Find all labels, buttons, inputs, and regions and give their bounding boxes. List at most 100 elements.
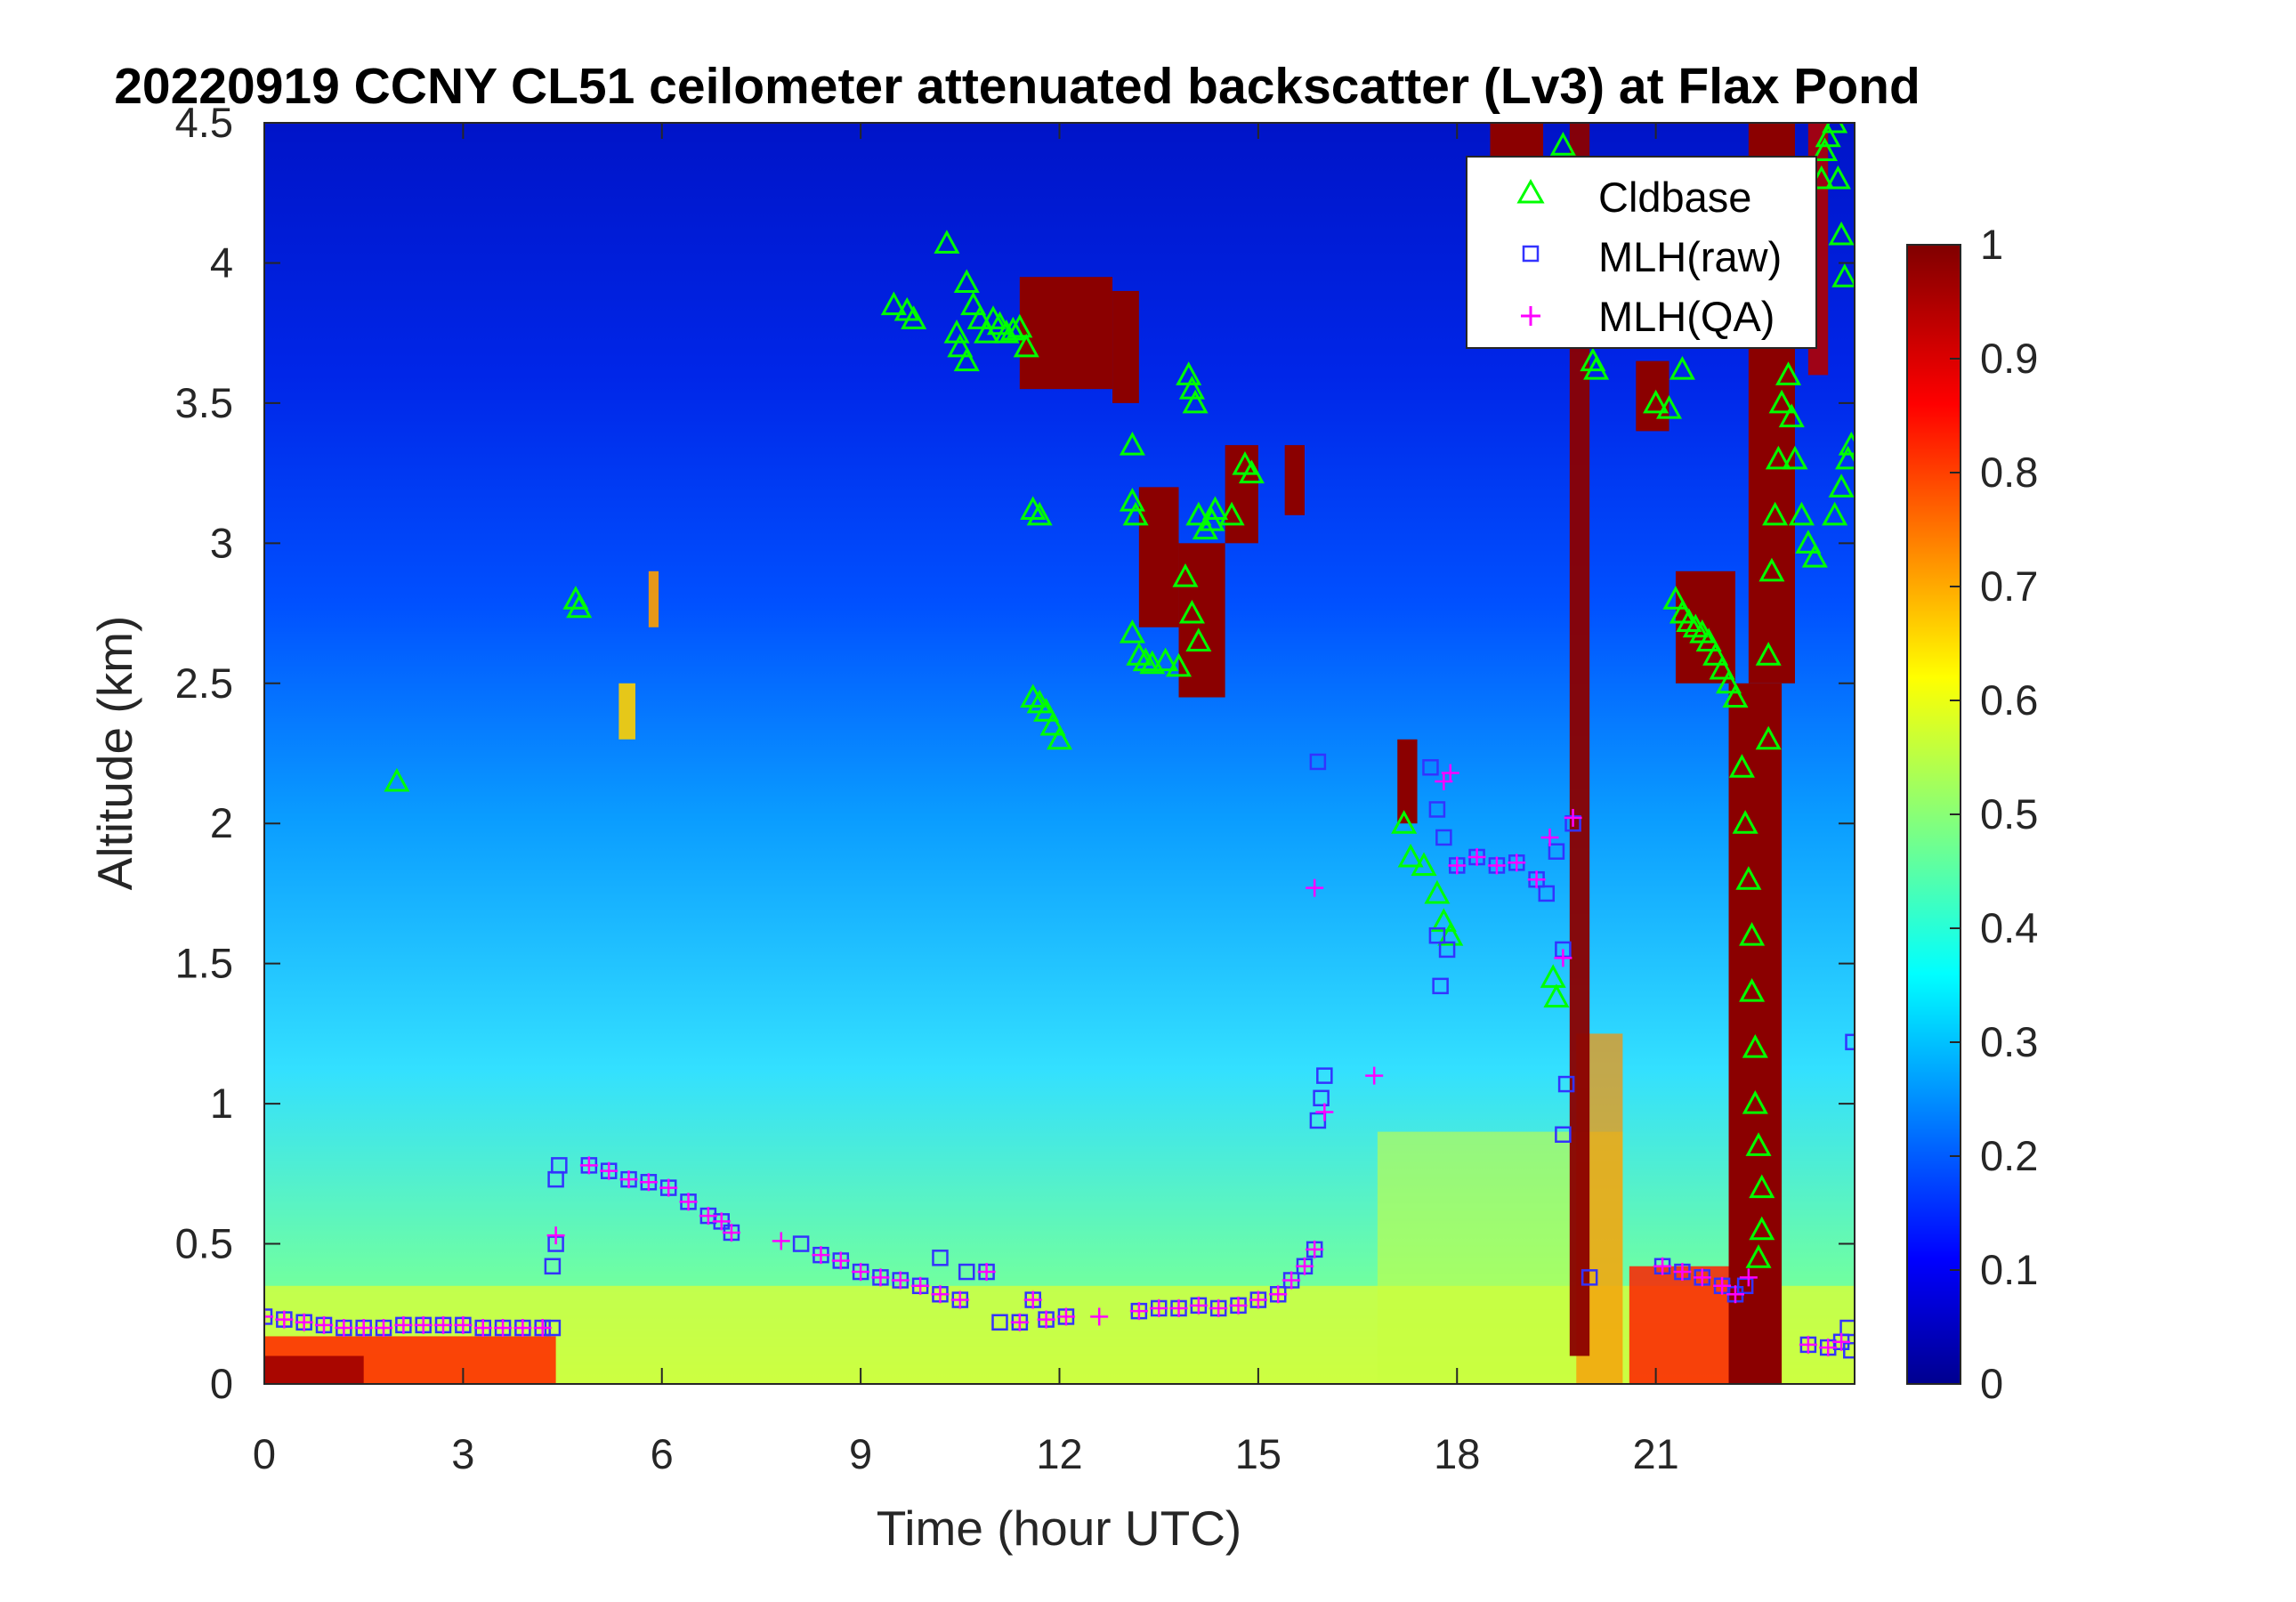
cldbase-marker [1778, 403, 1805, 428]
mlh-qa-marker [1209, 1299, 1228, 1317]
cldbase-marker [1835, 445, 1855, 470]
cldbase-marker [880, 291, 907, 316]
y-tick-label: 1 [210, 1080, 233, 1127]
cldbase-marker [1033, 698, 1060, 722]
mlh-qa-marker [659, 1178, 678, 1197]
mlh-qa-marker [1056, 1307, 1075, 1326]
colorbar-ticks: 0 0.1 0.2 0.3 0.4 0.5 0.6 0.7 0.8 0.9 1 [1950, 221, 2038, 1407]
cldbase-marker [1662, 586, 1689, 610]
x-tick-label: 9 [849, 1430, 872, 1477]
x-tick-label: 15 [1235, 1430, 1281, 1477]
mlh-raw-marker [1316, 1067, 1333, 1084]
mlh-qa-marker [1295, 1257, 1314, 1275]
cldbase-marker [1702, 642, 1729, 666]
mlh-qa-marker [1269, 1285, 1288, 1304]
y-tick-label: 2.5 [175, 659, 233, 707]
cldbase-marker [1185, 501, 1212, 526]
mlh-qa-marker [1564, 808, 1582, 827]
cldbase-marker [1122, 501, 1149, 526]
cldbase-marker [1758, 557, 1785, 582]
cldbase-marker [1762, 501, 1789, 526]
mlh-qa-marker [295, 1313, 313, 1331]
mlh-qa-marker [1819, 1339, 1838, 1357]
mlh-raw-marker [958, 1263, 975, 1281]
heatmap-features [264, 123, 1855, 1384]
legend: Cldbase MLH(raw) MLH(QA) [1466, 156, 1817, 349]
legend-label-mlh-raw: MLH(raw) [1598, 233, 1782, 280]
cldbase-marker [1768, 389, 1795, 414]
cldbase-marker [1801, 543, 1828, 568]
mlh-qa-marker [712, 1212, 731, 1231]
cldbase-marker [1739, 978, 1766, 1002]
x-tick-label: 0 [253, 1430, 276, 1477]
mlh-qa-marker [679, 1193, 698, 1211]
mlh-raw-marker [1313, 1089, 1330, 1107]
colorbar-tick-label: 0.2 [1980, 1132, 2038, 1179]
colorbar-tick-label: 0.8 [1980, 449, 2038, 496]
mlh-qa-marker [1448, 856, 1467, 875]
cldbase-marker [1165, 652, 1192, 677]
cldbase-marker [1119, 431, 1145, 456]
cldbase-marker [1643, 389, 1669, 414]
cldbase-marker [1152, 647, 1179, 672]
heatmap-rain-column [1728, 683, 1783, 1384]
mlh-qa-marker [315, 1315, 334, 1334]
cldbase-marker [1709, 655, 1735, 680]
heatmap-evening-layer [1629, 1266, 1735, 1384]
mlh-qa-marker [1315, 1103, 1334, 1121]
mlh-qa-marker [871, 1268, 890, 1287]
mlh-qa-marker [1249, 1290, 1267, 1309]
cldbase-marker [1391, 810, 1418, 834]
cldbase-marker [1182, 389, 1209, 414]
legend-label-mlh-qa: MLH(QA) [1598, 293, 1775, 340]
heatmap-cloud-patch [1138, 487, 1179, 627]
cldbase-marker [1811, 137, 1839, 161]
mlh-qa-marker [911, 1276, 930, 1295]
mlh-qa-marker [852, 1263, 870, 1282]
cldbase-marker [1755, 725, 1782, 750]
cldbase-marker [1007, 313, 1033, 338]
x-tick-label: 21 [1632, 1430, 1678, 1477]
y-tick-label: 2 [210, 799, 233, 846]
colorbar-tick-label: 0.1 [1980, 1246, 2038, 1293]
cldbase-marker [1424, 879, 1451, 904]
mlh-raw-marker [1428, 926, 1446, 944]
colorbar-tick-label: 0.5 [1980, 790, 2038, 837]
mlh-qa-marker [1653, 1257, 1672, 1275]
mlh-qa-marker [473, 1319, 492, 1338]
cldbase-marker [1815, 123, 1841, 148]
cldbase-marker [1788, 501, 1815, 526]
mlh-qa-marker [1713, 1276, 1732, 1295]
cldbase-marker [1822, 123, 1848, 134]
mlh-qa-marker [699, 1207, 717, 1226]
cldbase-marker [1540, 964, 1566, 988]
heatmap-aerosol-patch [648, 570, 659, 627]
y-tick-label: 4.5 [175, 99, 233, 146]
cldbase-marker [953, 347, 980, 372]
colorbar-tick-label: 0 [1980, 1360, 2003, 1407]
cldbase-marker [1749, 1174, 1775, 1199]
mlh-raw-marker [991, 1314, 1008, 1331]
mlh-qa-marker [375, 1319, 393, 1338]
mlh-qa-marker [1189, 1296, 1208, 1315]
cldbase-marker [947, 333, 974, 358]
mlh-qa-marker [1540, 828, 1559, 846]
mlh-qa-marker [1090, 1307, 1109, 1326]
mlh-qa-marker [1527, 870, 1546, 889]
cldbase-marker [1782, 445, 1808, 470]
mlh-qa-marker [1229, 1296, 1248, 1315]
cldbase-marker [953, 269, 980, 293]
mlh-qa-marker [1306, 878, 1324, 897]
colorbar-tick-label: 1 [1980, 221, 2003, 268]
mlh-qa-marker [600, 1161, 618, 1180]
mlh-qa-marker [1010, 1313, 1029, 1331]
heatmap-aerosol-patch [618, 683, 635, 740]
mlh-qa-marker [772, 1232, 790, 1250]
cldbase-marker [1742, 1034, 1768, 1058]
cldbase-marker [999, 316, 1026, 341]
cldbase-marker [1026, 501, 1053, 526]
mlh-qa-marker [414, 1315, 433, 1334]
heatmap-cloud-patch [1112, 290, 1139, 403]
legend-label-cldbase: Cldbase [1598, 174, 1751, 221]
